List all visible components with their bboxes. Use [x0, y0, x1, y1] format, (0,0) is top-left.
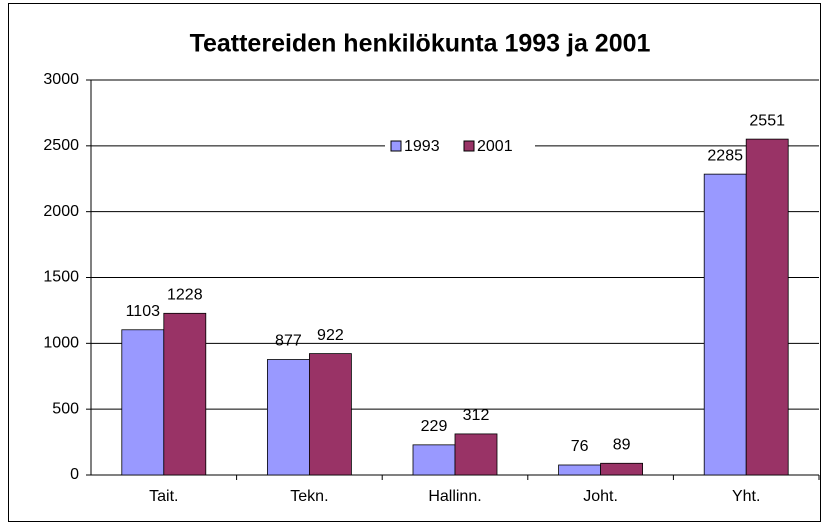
data-label: 1103	[126, 303, 161, 320]
y-tick-label: 3000	[43, 71, 79, 88]
bar	[745, 138, 789, 476]
legend-swatch	[390, 140, 402, 152]
y-tick-label: 500	[52, 400, 79, 417]
bar	[266, 359, 310, 476]
data-label: 1228	[167, 287, 203, 304]
y-tick-label: 1500	[43, 269, 79, 286]
data-label: 877	[275, 333, 302, 350]
x-tick-label: Yht.	[732, 488, 760, 505]
y-tick-label: 2500	[43, 137, 79, 154]
bar	[308, 353, 352, 476]
bar	[600, 462, 643, 476]
x-tick-label: Tekn.	[290, 488, 328, 505]
data-label: 229	[421, 418, 448, 435]
legend-swatch	[463, 140, 475, 152]
legend-label: 2001	[477, 138, 513, 155]
chart-title: Teattereiden henkilökunta 1993 ja 2001	[190, 30, 651, 58]
data-label: 2285	[707, 147, 743, 164]
bar	[121, 329, 165, 476]
data-label: 312	[463, 407, 490, 424]
bar	[703, 173, 747, 476]
bar	[163, 312, 207, 476]
data-label: 2551	[749, 112, 785, 129]
bar	[454, 433, 498, 476]
legend-box	[385, 136, 535, 157]
x-tick-label: Tait.	[149, 488, 178, 505]
data-label: 76	[571, 438, 589, 455]
y-tick-label: 2000	[43, 203, 79, 220]
y-tick-label: 1000	[43, 335, 79, 352]
x-tick-label: Hallinn.	[428, 488, 481, 505]
data-label: 89	[613, 437, 631, 454]
bar	[558, 464, 601, 476]
bar	[412, 444, 456, 476]
legend-label: 1993	[404, 138, 440, 155]
y-tick-label: 0	[70, 466, 79, 483]
x-tick-label: Joht.	[583, 488, 618, 505]
data-label: 922	[317, 327, 344, 344]
